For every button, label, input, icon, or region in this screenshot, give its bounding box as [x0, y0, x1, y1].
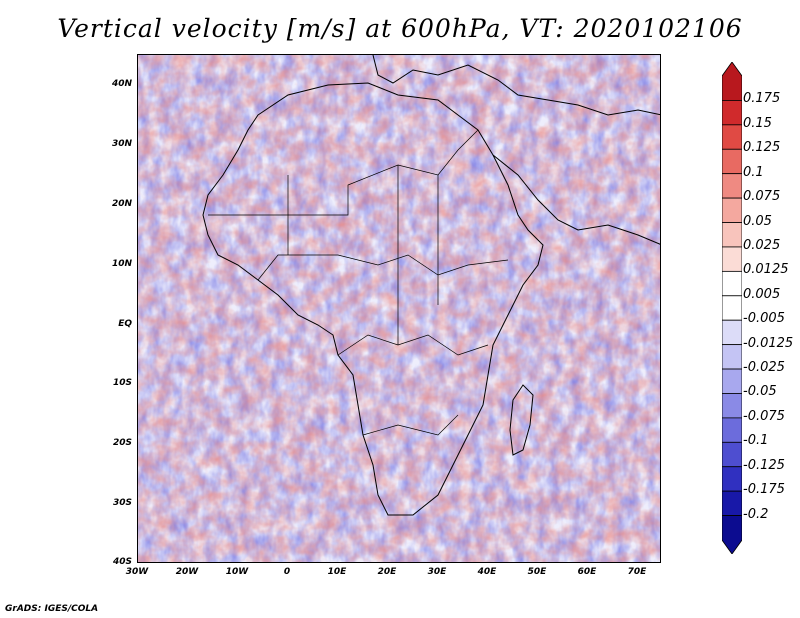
lon-label-10e: 10E	[327, 567, 347, 577]
colorbar-label: -0.005	[743, 311, 785, 327]
colorbar-label: -0.125	[743, 457, 785, 473]
colorbar-segment	[722, 490, 742, 516]
lon-label-30w: 30W	[125, 567, 149, 577]
map-title: Vertical velocity [m/s] at 600hPa, VT: 2…	[57, 14, 743, 43]
colorbar-label: 0.175	[743, 91, 781, 107]
lon-label-20e: 20E	[377, 567, 397, 577]
lat-label-eq: EQ	[118, 319, 132, 329]
colorbar-segment	[722, 515, 742, 554]
colorbar-segment	[722, 441, 742, 468]
lat-label-10n: 10N	[111, 259, 132, 269]
colorbar-label: -0.1	[743, 433, 769, 449]
credit-text: GrADS: IGES/COLA	[5, 604, 99, 614]
colorbar-segment	[722, 368, 742, 394]
colorbar-segment	[722, 100, 742, 126]
colorbar-label: 0.075	[743, 189, 781, 205]
colorbar-label: -0.05	[743, 384, 777, 400]
velocity-map	[137, 54, 661, 563]
colorbar-segment	[722, 148, 742, 175]
country-borders	[208, 129, 509, 436]
colorbar-segment	[722, 319, 742, 346]
colorbar-segment	[722, 466, 742, 492]
colorbar	[722, 62, 742, 554]
lat-label-20s: 20S	[112, 438, 132, 448]
map-svg	[138, 55, 660, 562]
coastlines	[202, 55, 660, 516]
colorbar-segment	[722, 270, 742, 297]
colorbar-label: 0.1	[743, 164, 764, 180]
lon-label-50e: 50E	[527, 567, 547, 577]
colorbar-label: -0.0125	[743, 335, 794, 351]
colorbar-label: 0.125	[743, 140, 781, 156]
colorbar-segment	[722, 393, 742, 419]
colorbar-label: 0.05	[743, 213, 772, 229]
colorbar-label: -0.175	[743, 482, 785, 498]
lon-label-60e: 60E	[577, 567, 597, 577]
lon-label-30e: 30E	[427, 567, 447, 577]
colorbar-segment	[722, 62, 742, 101]
lat-label-10s: 10S	[112, 378, 132, 388]
colorbar-label: 0.025	[743, 237, 781, 253]
colorbar-segment	[722, 417, 742, 443]
madagascar-outline	[509, 384, 534, 456]
colorbar-segment	[722, 295, 742, 321]
lon-label-0: 0	[283, 567, 291, 577]
lon-label-70e: 70E	[627, 567, 647, 577]
upward-motion-field	[138, 55, 660, 562]
lat-label-30n: 30N	[111, 139, 132, 149]
colorbar-label: 0.0125	[743, 262, 789, 278]
colorbar-segment	[722, 124, 742, 150]
colorbar-segment	[722, 344, 742, 370]
colorbar-segment	[722, 246, 742, 272]
lon-label-40e: 40E	[477, 567, 497, 577]
colorbar-label: 0.15	[743, 115, 772, 131]
colorbar-segment	[722, 173, 742, 199]
colorbar-label: -0.025	[743, 360, 785, 376]
colorbar-label: -0.2	[743, 506, 769, 522]
colorbar-segment	[722, 197, 742, 223]
colorbar-segment	[722, 222, 742, 248]
lat-label-40s: 40S	[112, 557, 132, 567]
lon-label-10w: 10W	[225, 567, 249, 577]
colorbar-label: 0.005	[743, 286, 781, 302]
lon-label-20w: 20W	[175, 567, 199, 577]
colorbar-label: -0.075	[743, 408, 785, 424]
lat-label-20n: 20N	[111, 199, 132, 209]
lat-label-30s: 30S	[112, 498, 132, 508]
lat-label-40n: 40N	[111, 79, 132, 89]
